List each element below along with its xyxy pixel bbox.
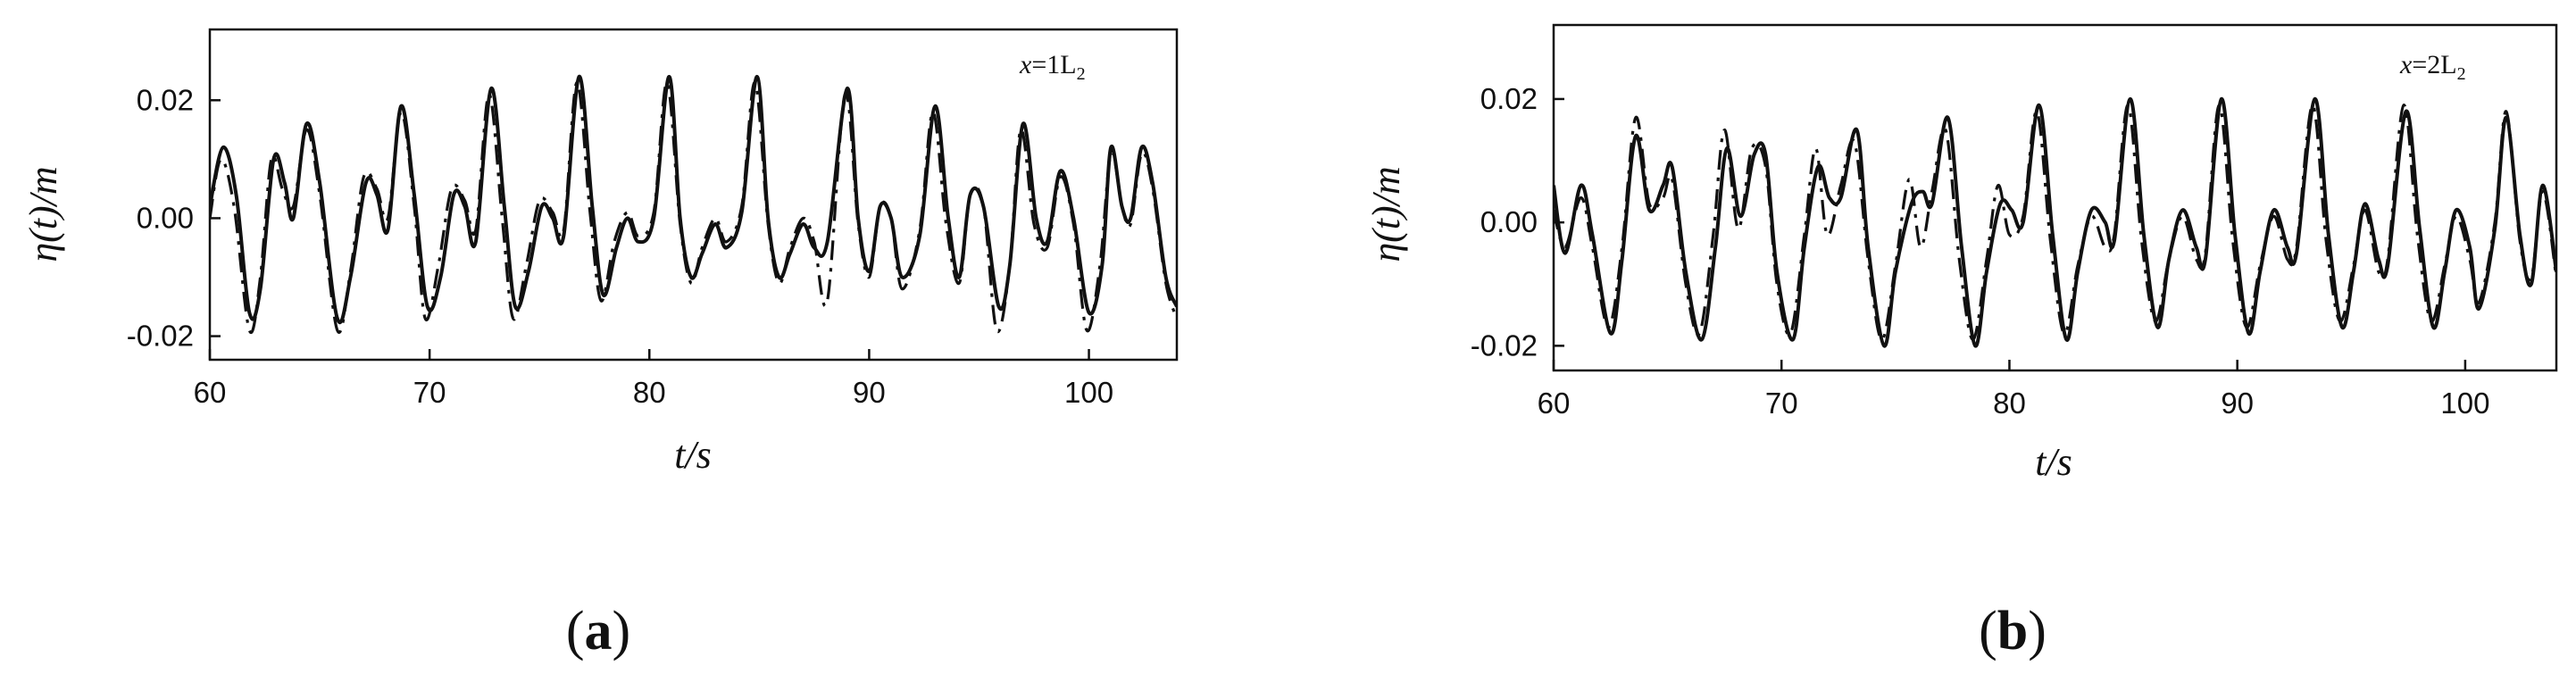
panel-b-label-letter: b [1997,601,2028,661]
panel-b-series-dashdot-line [1554,104,2556,342]
panel-b-y-axis-title: η(t)/m [1364,166,1408,262]
panel-b-annotation-sub: 2 [2457,64,2466,84]
panel-a-position-annotation: x=1L2 [1019,50,1086,84]
panel-a-x-axis-title: t/s [674,433,712,477]
panel-a-series-solid-line [210,74,1177,325]
panel-b-annotation-var: x [2399,50,2413,79]
panel-b-position-annotation: x=2L2 [2399,50,2466,84]
panel-a-label-open: ( [566,601,585,661]
panel-b-x-tick-label: 100 [2440,387,2489,420]
panel-b-plot-layer: 60 70 80 90 100 -0.02 0.00 0.02 [1471,82,2556,420]
panel-a-y-axis-title: η(t)/m [21,166,65,262]
panel-b-x-tick-label: 90 [2221,387,2254,420]
panel-b-y-tick-label: 0.00 [1480,205,1538,238]
panel-a-x-tick-label: 60 [194,376,227,409]
panel-a-plot-frame [208,28,1179,362]
panel-b: 60 70 80 90 100 -0.02 0.00 0.02 η(t)/m t/s x=2L… [1364,23,2558,661]
panel-a-x-tick-label: 100 [1064,376,1113,409]
panel-b-plot-frame [1552,23,2558,372]
panel-b-series-solid-line [1554,96,2556,348]
panel-a-x-tick-label: 70 [413,376,446,409]
panel-b-label-close: ) [2028,601,2047,661]
panel-a-x-tick-label: 80 [633,376,666,409]
panel-a-y-tick-label: 0.02 [137,83,194,116]
panel-b-label-open: ( [1979,601,1997,661]
panel-b-y-tick-label: -0.02 [1471,329,1538,362]
panel-b-label: (b) [1979,601,2047,661]
panel-a-x-tick-label: 90 [853,376,886,409]
panel-b-x-tick-label: 60 [1538,387,1571,420]
panel-a-annotation-eq: =1L [1031,50,1076,79]
panel-b-annotation-eq: =2L [2412,50,2456,79]
panel-a-label-close: ) [613,601,631,661]
panel-a-plot-layer: 60 70 80 90 100 -0.02 0.00 0.02 [127,74,1177,409]
panel-b-x-tick-label: 80 [1993,387,2026,420]
panel-a-y-tick-label: -0.02 [127,320,194,353]
panel-a-y-tick-label: 0.00 [137,201,194,234]
panel-b-x-tick-label: 70 [1765,387,1798,420]
panel-a-annotation-sub: 2 [1077,64,1086,84]
panel-b-x-axis-title: t/s [2035,440,2072,484]
panel-a-annotation-var: x [1019,50,1032,79]
panel-a: 60 70 80 90 100 -0.02 0.00 0.02 η(t)/m t/s x=1L… [21,28,1179,661]
panel-a-label: (a) [566,601,630,661]
panel-a-label-letter: a [585,601,613,661]
panel-a-series-dashdot-line [210,80,1177,335]
panel-b-y-tick-label: 0.02 [1480,82,1538,115]
